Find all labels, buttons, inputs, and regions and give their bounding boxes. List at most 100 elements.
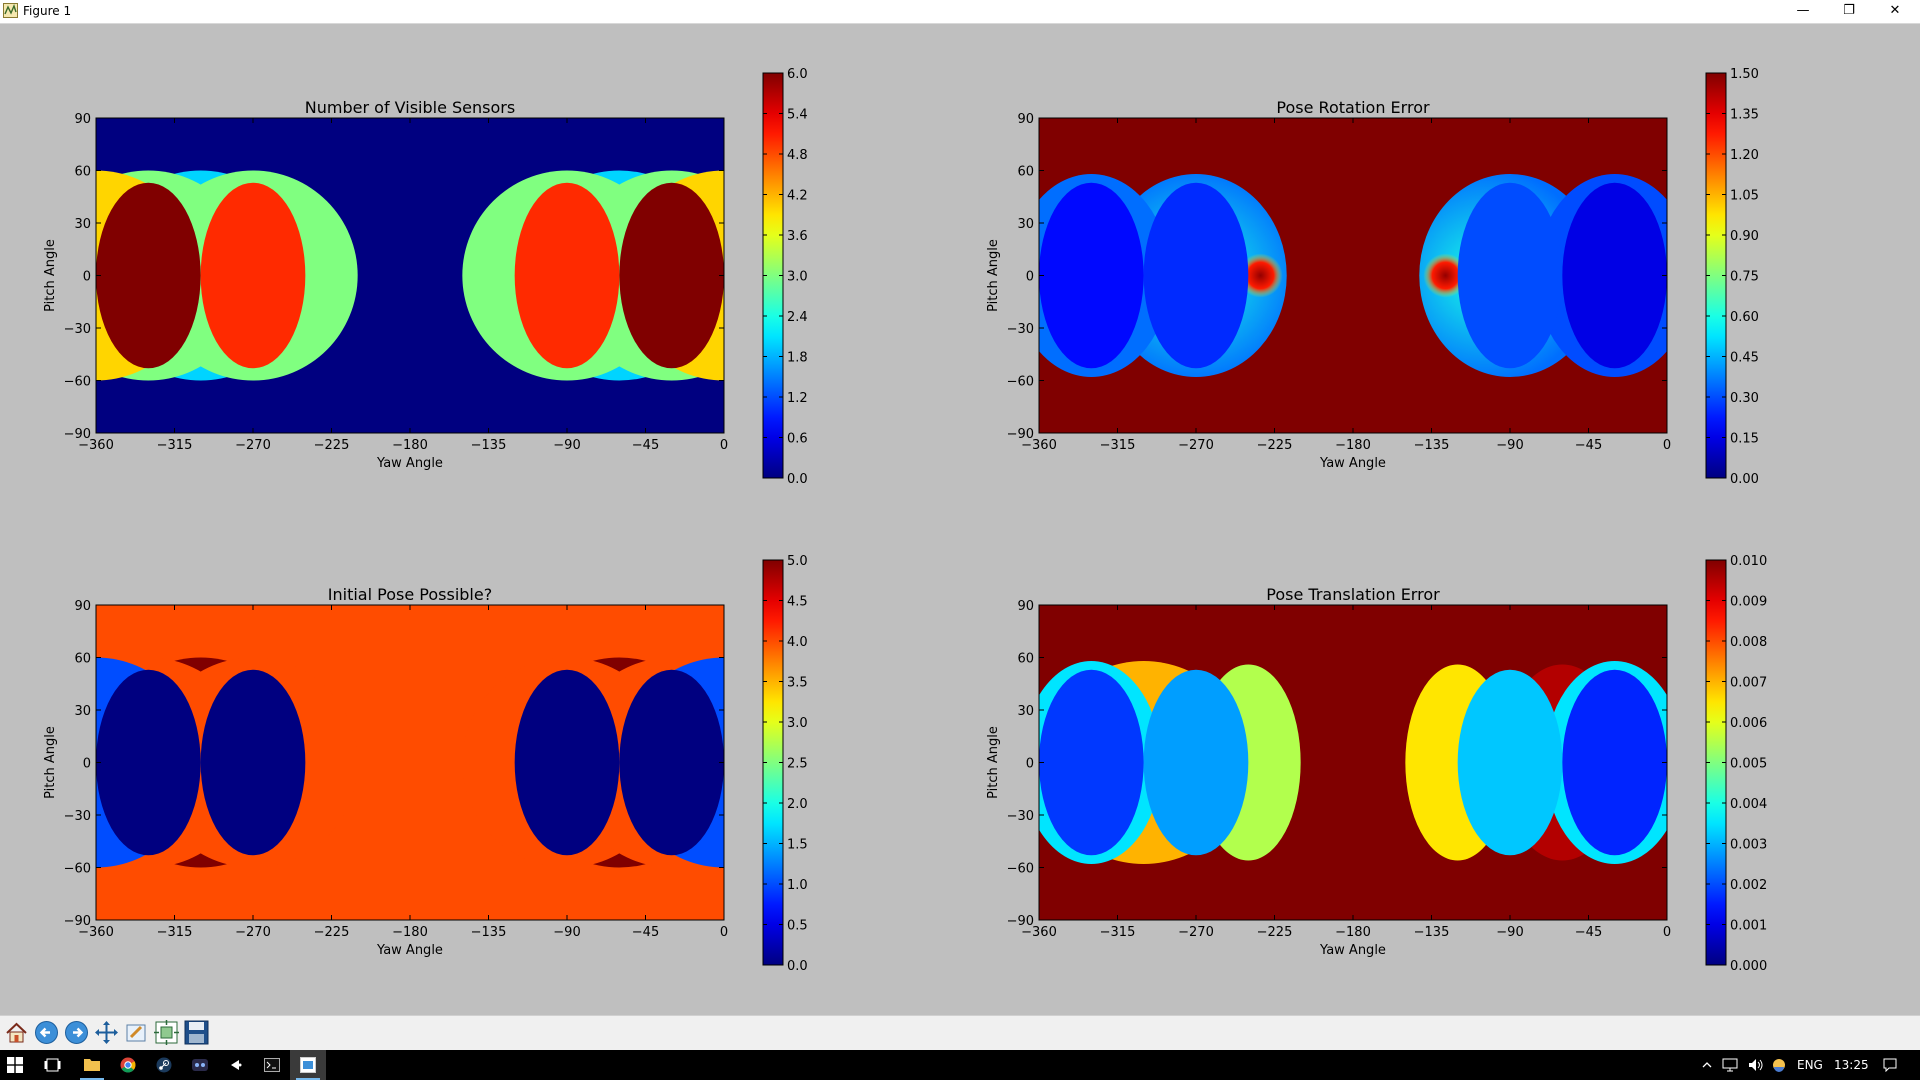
colorbar-tick-label: 1.0 — [787, 878, 808, 893]
x-tick-label: −45 — [1575, 438, 1602, 453]
colorbar-tick-label: 0.000 — [1730, 959, 1767, 974]
colorbar-tick-label: 0.0 — [787, 472, 808, 487]
x-tick-label: −360 — [78, 438, 114, 453]
x-tick-label: −135 — [471, 925, 507, 940]
clock[interactable]: 13:25 — [1834, 1058, 1869, 1072]
notification-icon[interactable] — [1883, 1058, 1897, 1072]
x-tick-label: −90 — [1496, 925, 1523, 940]
x-tick-label: −45 — [632, 438, 659, 453]
x-tick-label: −225 — [1257, 925, 1293, 940]
chart-title: Number of Visible Sensors — [305, 98, 515, 117]
volume-icon[interactable] — [1748, 1058, 1764, 1072]
arrow-left-icon[interactable] — [33, 1019, 60, 1046]
close-button[interactable]: ✕ — [1889, 3, 1901, 18]
x-tick-label: −90 — [553, 925, 580, 940]
subplots-icon[interactable] — [153, 1019, 180, 1046]
windows-start-icon[interactable] — [7, 1057, 23, 1073]
colorbar-tick-label: 0.45 — [1730, 351, 1759, 366]
y-tick-label: −60 — [1007, 862, 1034, 877]
colorbar-tick-label: 0.75 — [1730, 270, 1759, 285]
x-tick-label: −315 — [157, 438, 193, 453]
arrow-right-icon[interactable] — [63, 1019, 90, 1046]
heatmap-region — [1562, 669, 1667, 856]
chrome-icon[interactable] — [110, 1050, 146, 1080]
y-tick-label: −90 — [1007, 914, 1034, 929]
y-tick-label: 0 — [83, 757, 91, 772]
colorbar-tick-label: 2.5 — [787, 757, 808, 772]
colorbar-tick-label: 4.0 — [787, 635, 808, 650]
heatmap-region — [200, 669, 306, 856]
y-tick-label: −60 — [64, 862, 91, 877]
colorbar-tick-label: 0.30 — [1730, 391, 1759, 406]
x-tick-label: 0 — [720, 438, 728, 453]
colorbar-tick-label: 0.009 — [1730, 595, 1767, 610]
x-tick-label: −180 — [392, 925, 428, 940]
y-tick-label: 60 — [74, 165, 91, 180]
x-tick-label: −225 — [1257, 438, 1293, 453]
y-tick-label: 90 — [74, 112, 91, 127]
x-tick-label: −135 — [1414, 438, 1450, 453]
steam-icon[interactable] — [146, 1050, 182, 1080]
colorbar-tick-label: 4.2 — [787, 189, 808, 204]
y-tick-label: 90 — [1017, 112, 1034, 127]
colorbar-tick-label: 0.001 — [1730, 919, 1767, 934]
heatmap-region — [96, 182, 201, 369]
home-icon[interactable] — [3, 1019, 30, 1046]
minimize-button[interactable]: — — [1796, 3, 1810, 18]
x-axis-label: Yaw Angle — [376, 943, 443, 958]
y-tick-label: −90 — [64, 427, 91, 442]
colorbar-tick-label: 0.00 — [1730, 472, 1759, 487]
heatmap-region — [1457, 669, 1563, 856]
heatmap-region — [1143, 182, 1249, 369]
colorbar-tick-label: 5.4 — [787, 108, 808, 123]
x-tick-label: −90 — [1496, 438, 1523, 453]
heatmap-region — [1039, 182, 1144, 369]
x-tick-label: −225 — [314, 925, 350, 940]
colorbar-tick-label: 3.6 — [787, 229, 808, 244]
file-explorer-icon[interactable] — [74, 1050, 110, 1080]
y-tick-label: −30 — [64, 322, 91, 337]
heatmap-hotspot — [1238, 253, 1283, 298]
colorbar-tick-label: 1.20 — [1730, 148, 1759, 163]
figure-window-task[interactable] — [290, 1050, 326, 1080]
x-tick-label: −225 — [314, 438, 350, 453]
zoom-rect-icon[interactable] — [123, 1019, 150, 1046]
vr-app-icon[interactable] — [182, 1050, 218, 1080]
colorbar-tick-label: 0.003 — [1730, 838, 1767, 853]
media-app-icon[interactable] — [218, 1050, 254, 1080]
y-axis-label: Pitch Angle — [986, 239, 1001, 312]
y-tick-label: −60 — [1007, 375, 1034, 390]
colorbar-tick-label: 0.60 — [1730, 310, 1759, 325]
terminal-icon[interactable] — [254, 1050, 290, 1080]
weather-icon[interactable] — [1772, 1058, 1786, 1072]
colorbar-tick-label: 2.4 — [787, 310, 808, 325]
task-view-icon[interactable] — [44, 1058, 61, 1072]
move-icon[interactable] — [93, 1019, 120, 1046]
network-icon[interactable] — [1722, 1058, 1738, 1072]
x-tick-label: −135 — [471, 438, 507, 453]
y-tick-label: 60 — [74, 652, 91, 667]
colorbar-tick-label: 1.2 — [787, 391, 808, 406]
y-tick-label: −60 — [64, 375, 91, 390]
colorbar-tick-label: 3.5 — [787, 676, 808, 691]
colorbar-tick-label: 0.005 — [1730, 757, 1767, 772]
y-tick-label: −90 — [1007, 427, 1034, 442]
x-axis-label: Yaw Angle — [1319, 456, 1386, 471]
y-tick-label: −30 — [1007, 322, 1034, 337]
heatmap-region — [96, 669, 201, 856]
chevron-up-icon[interactable] — [1702, 1060, 1712, 1070]
y-tick-label: 60 — [1017, 652, 1034, 667]
language-indicator[interactable]: ENG — [1797, 1058, 1823, 1072]
x-tick-label: −45 — [1575, 925, 1602, 940]
colorbar-tick-label: 0.008 — [1730, 635, 1767, 650]
colorbar-tick-label: 5.0 — [787, 554, 808, 569]
heatmap-region — [514, 182, 620, 369]
chart-title: Pose Rotation Error — [1276, 98, 1430, 117]
floppy-disk-icon[interactable] — [183, 1019, 210, 1046]
colorbar-tick-label: 6.0 — [787, 67, 808, 82]
restore-button[interactable]: ❐ — [1843, 3, 1855, 18]
x-tick-label: 0 — [1663, 438, 1671, 453]
colorbar-tick-label: 1.50 — [1730, 67, 1759, 82]
y-tick-label: −30 — [1007, 809, 1034, 824]
colorbar-tick-label: 0.010 — [1730, 554, 1767, 569]
